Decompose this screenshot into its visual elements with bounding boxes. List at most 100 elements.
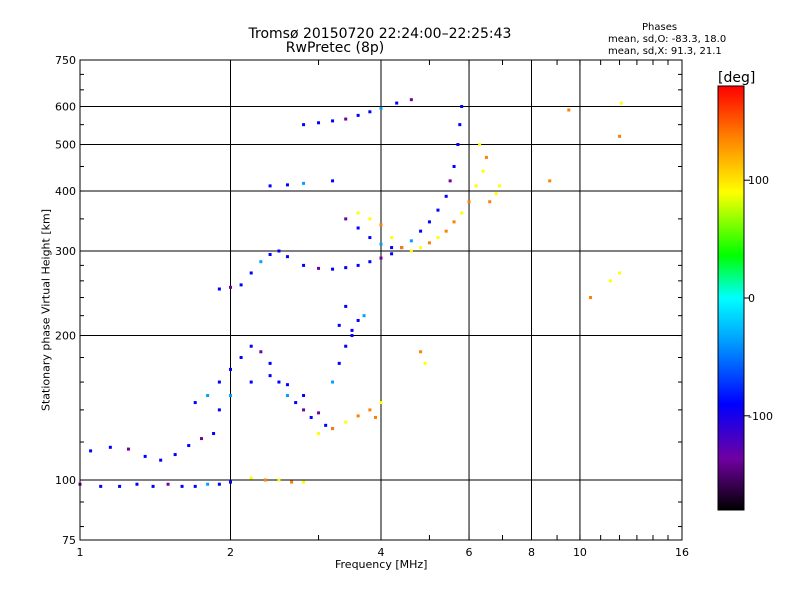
data-point [173,453,177,457]
y-tick-label: 75 [62,534,76,547]
data-point [436,236,440,240]
data-point [374,415,378,419]
data-point [356,113,360,117]
data-point [277,478,281,482]
data-point [356,318,360,322]
data-point [467,200,471,204]
data-point [488,200,492,204]
data-point [448,179,452,183]
data-point [419,350,423,354]
data-point [206,394,210,398]
data-point [126,447,130,451]
data-point [217,482,221,486]
data-point [193,484,197,488]
data-point [379,223,383,227]
data-point [200,437,204,441]
data-point [217,408,221,412]
data-point [494,192,498,196]
colorbar-tick-label: 100 [748,174,769,187]
data-point [331,179,335,183]
data-point [400,246,404,250]
data-point [249,271,253,275]
data-point [368,260,372,264]
data-point [108,445,112,449]
data-point [331,119,335,123]
data-point [302,480,306,484]
data-point [458,123,462,127]
data-point [390,246,394,250]
data-point [268,361,272,365]
data-point [350,334,354,338]
data-point [409,249,413,253]
data-point [302,263,306,267]
data-point [99,484,103,488]
x-tick-label: 2 [227,546,234,559]
data-point [317,432,321,436]
data-point [409,98,413,102]
data-point [362,314,366,318]
data-point [390,236,394,240]
data-point [277,249,281,253]
data-point [118,484,122,488]
y-tick-label: 200 [55,330,76,343]
data-point [277,380,281,384]
data-point [409,239,413,243]
data-point [317,121,321,125]
data-point [229,285,232,289]
data-point [268,374,272,378]
data-point [249,344,253,348]
phases-o-stats: mean, sd,O: -83.3, 18.0 [608,34,727,45]
y-tick-label: 600 [55,101,76,114]
data-point [481,169,485,173]
data-point [444,194,448,198]
data-point [89,449,93,453]
data-point [356,211,360,215]
data-point [249,380,253,384]
data-point [419,229,423,233]
data-point [285,383,289,387]
data-point [229,394,232,398]
colorbar [717,85,745,511]
x-axis-label: Frequency [MHz] [335,558,428,571]
data-point [368,217,372,221]
data-point [212,432,216,436]
y-tick-label: 300 [55,245,76,258]
y-tick-label: 100 [55,474,76,487]
data-point [217,287,221,291]
data-point [460,211,464,215]
data-point [229,367,232,371]
data-point [259,260,263,264]
data-point [259,350,263,354]
colorbar-tick-label: 0 [748,292,755,305]
data-point [419,246,423,250]
data-point [331,267,335,271]
data-point [548,179,552,183]
x-tick-label: 1 [77,546,84,559]
data-point [436,208,440,212]
data-point [294,401,298,405]
data-point [427,241,431,245]
data-point [187,444,191,448]
data-point [337,323,341,327]
data-point [444,229,448,233]
data-point [331,380,335,384]
data-point [285,183,289,187]
data-point [484,155,488,159]
data-point [368,110,372,114]
data-point [324,423,328,427]
colorbar-tick-label: -100 [748,410,773,423]
data-point [618,134,622,138]
data-point [193,401,197,405]
data-point [350,328,354,332]
data-point [344,344,348,348]
data-point [356,263,360,267]
colorbar-unit: [deg] [718,70,756,86]
data-point [302,123,306,127]
data-point [180,484,184,488]
data-point [264,478,268,482]
x-tick-label: 8 [528,546,535,559]
y-tick-label: 500 [55,139,76,152]
chart-subtitle: RwPretec (8p) [285,40,385,56]
data-point [344,266,348,270]
